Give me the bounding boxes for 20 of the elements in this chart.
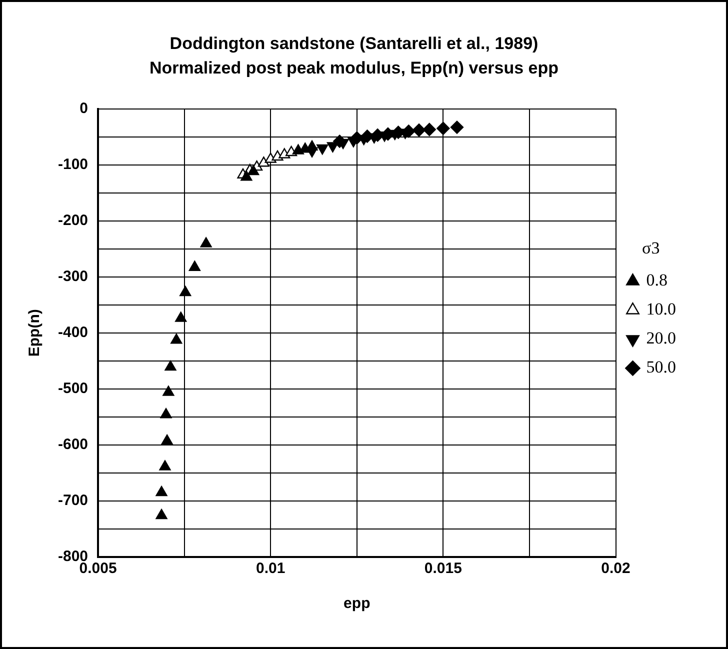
y-tick-label: -600 <box>58 436 88 454</box>
y-tick-label: -500 <box>58 380 88 398</box>
chart-title: Doddington sandstone (Santarelli et al., 1989) <box>170 34 538 53</box>
y-tick-label: -300 <box>58 268 88 286</box>
legend-label: 20.0 <box>646 328 676 348</box>
y-tick-label: -400 <box>58 324 88 342</box>
x-tick-label: 0.015 <box>424 560 462 578</box>
y-axis-title: Epp(n) <box>26 309 44 357</box>
x-axis-title: epp <box>344 595 370 612</box>
y-tick-label: -100 <box>58 156 88 173</box>
x-tick-label: 0.02 <box>601 560 630 578</box>
legend-label: 10.0 <box>646 300 676 319</box>
x-tick-label: 0.01 <box>256 560 286 578</box>
chart-subtitle: Normalized post peak modulus, Epp(n) versus epp <box>149 58 559 78</box>
legend-label: 50.0 <box>646 358 676 377</box>
y-tick-label: 0 <box>80 100 88 117</box>
y-tick-label: -200 <box>58 212 88 229</box>
legend-label: 0.8 <box>646 270 668 290</box>
y-tick-label: -700 <box>58 492 88 510</box>
legend-title: σ3 <box>642 238 660 258</box>
